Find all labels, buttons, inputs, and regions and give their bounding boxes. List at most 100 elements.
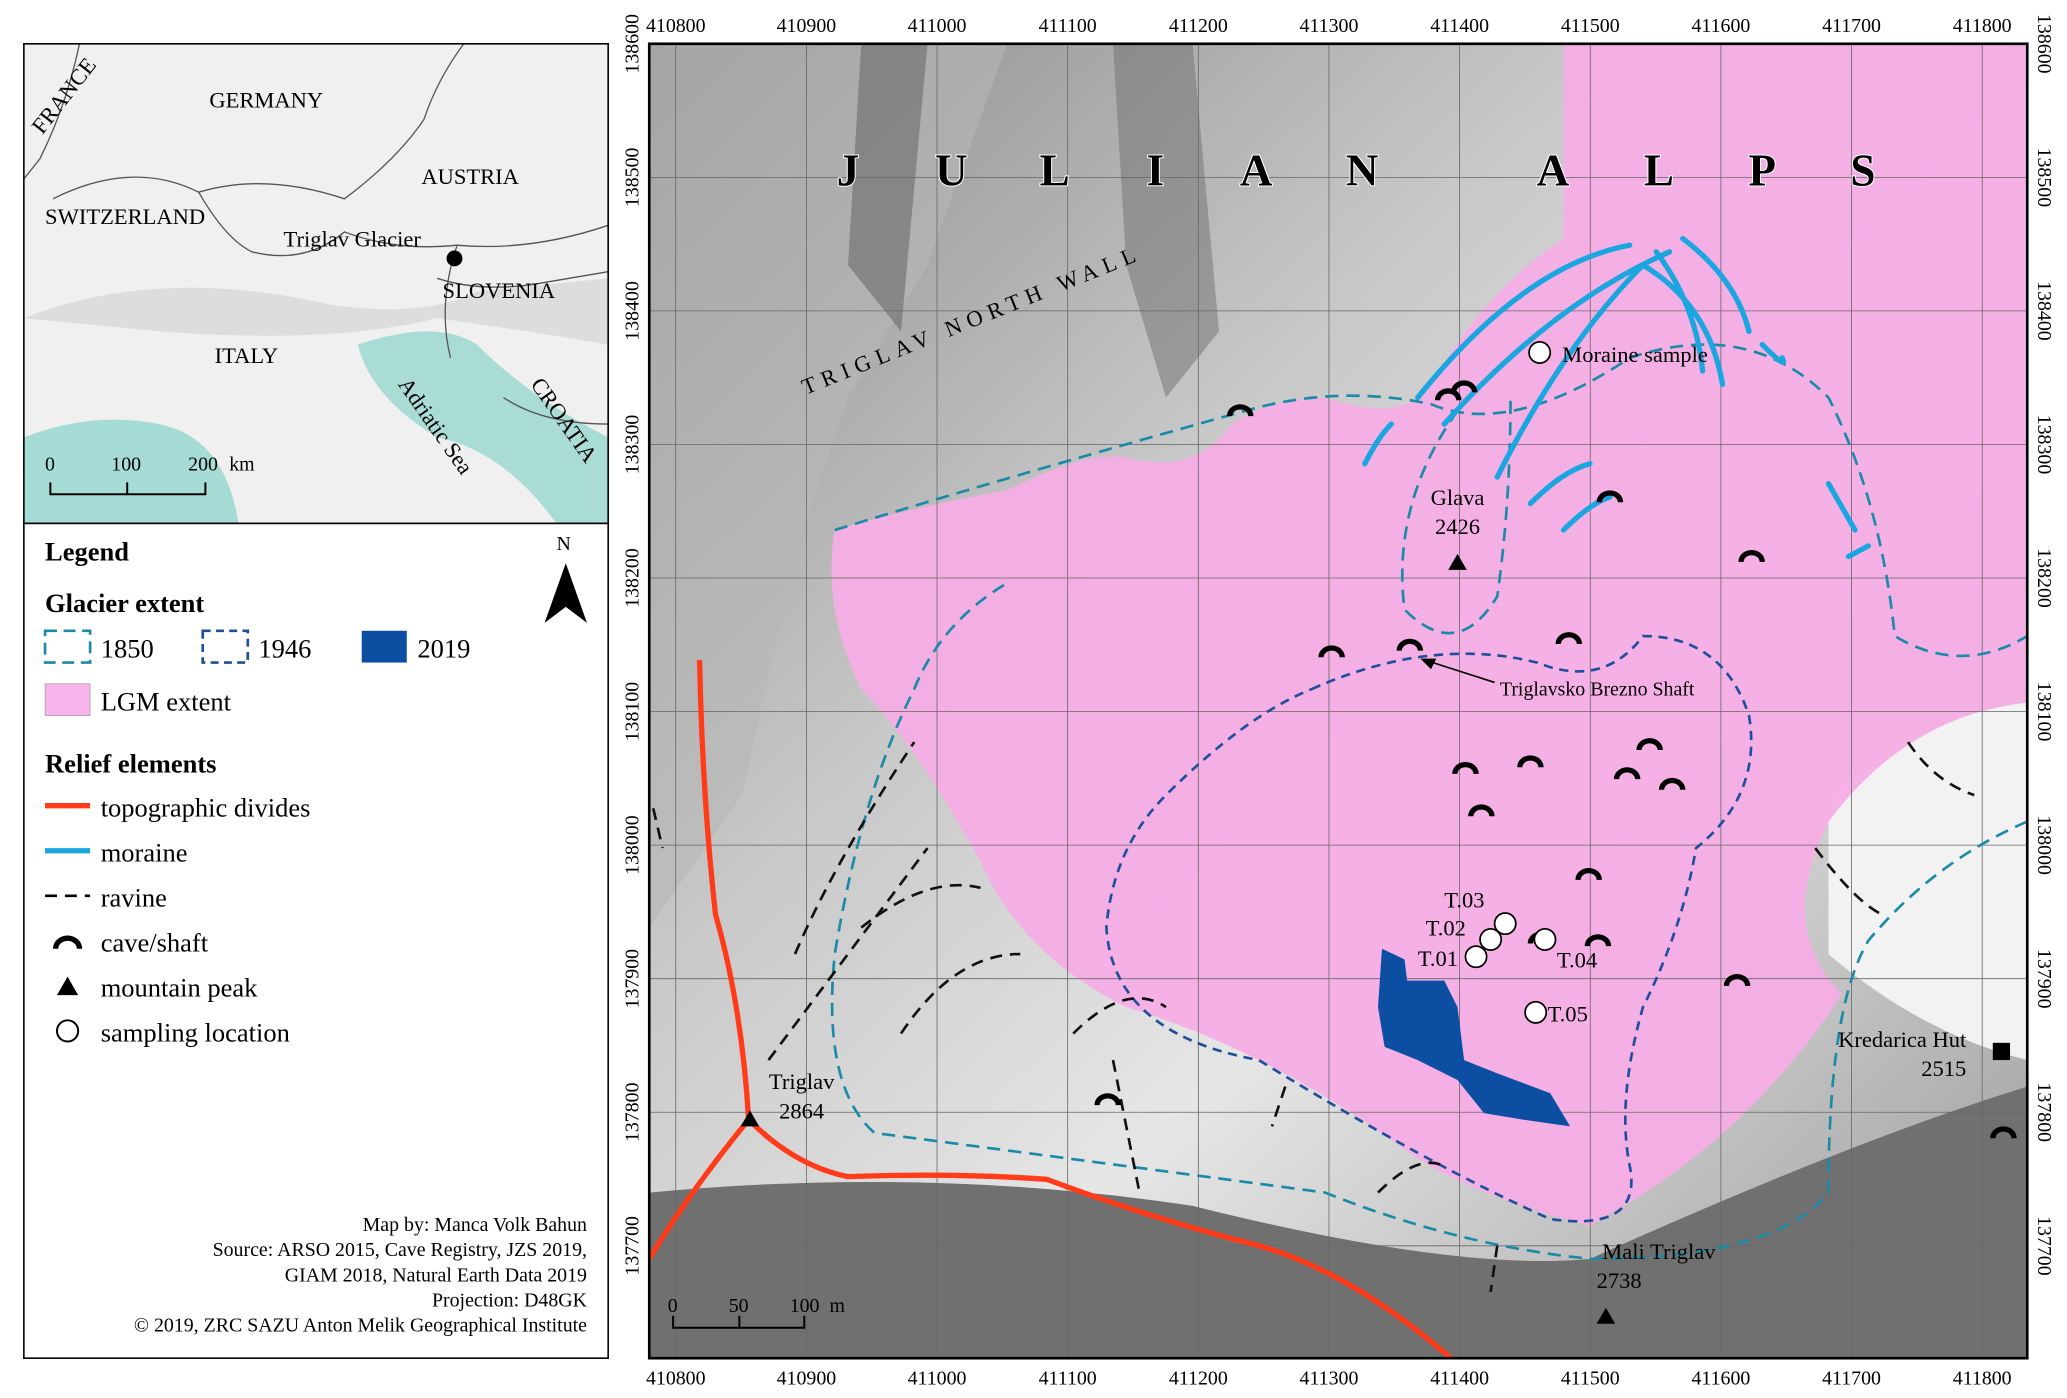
x-tick-label-bottom: 411200 — [1169, 1368, 1228, 1390]
cave-icon — [1318, 645, 1345, 658]
moraines — [1362, 235, 1871, 560]
svg-text:0: 0 — [668, 1295, 678, 1317]
y-tick-label: 138000 — [2033, 815, 2055, 875]
x-tick-label-bottom: 410900 — [777, 1368, 837, 1390]
x-tick-label-top: 411700 — [1822, 15, 1881, 37]
x-tick-label-bottom: 411500 — [1561, 1368, 1620, 1390]
cave-icon — [1658, 777, 1686, 791]
cave-icon — [1584, 934, 1612, 947]
x-tick-label-top: 411200 — [1169, 15, 1228, 37]
y-tick-label: 138400 — [2033, 281, 2055, 341]
region-letter: P — [1748, 146, 1776, 196]
inset-label-slovenia: SLOVENIA — [443, 278, 556, 303]
y-tick-label: 138100 — [2033, 682, 2055, 742]
peak-triangle-icon — [56, 976, 79, 996]
svg-text:0: 0 — [45, 453, 55, 475]
coordinate-grid — [649, 43, 2028, 1359]
site-marker-icon — [446, 250, 463, 267]
y-tick-label: 137700 — [2033, 1216, 2055, 1276]
ravines — [651, 741, 1975, 1293]
svg-text:© 2019, ZRC SAZU Anton Melik G: © 2019, ZRC SAZU Anton Melik Geographica… — [134, 1315, 587, 1337]
region-letter: J — [837, 146, 860, 196]
cave-icon — [1636, 738, 1663, 751]
svg-text:Projection: D48GK: Projection: D48GK — [432, 1290, 588, 1312]
x-tick-label-top: 411600 — [1691, 15, 1750, 37]
x-tick-label-top: 411800 — [1953, 15, 2012, 37]
y-tick-label: 138000 — [622, 815, 644, 875]
region-letter: N — [1346, 146, 1379, 196]
cave-icon — [1613, 767, 1641, 780]
cave-icon — [1723, 974, 1751, 987]
y-tick-label: 138300 — [622, 415, 644, 475]
legend-title: Legend — [45, 537, 129, 567]
region-letter: A — [1537, 146, 1570, 196]
peak-mali-triglav-name: Mali Triglav — [1602, 1239, 1716, 1264]
x-tick-label-top: 411500 — [1561, 15, 1620, 37]
svg-text:GIAM 2018, Natural Earth Data: GIAM 2018, Natural Earth Data 2019 — [285, 1264, 587, 1286]
legend: Legend N Glacier extent 1850 1946 2019 L… — [23, 522, 609, 1359]
legend-lgm-label: LGM extent — [101, 686, 232, 716]
x-tick-label-bottom: 411400 — [1430, 1368, 1489, 1390]
svg-text:sampling location: sampling location — [101, 1018, 290, 1048]
svg-text:km: km — [229, 453, 255, 475]
inset-label-italy: ITALY — [215, 343, 278, 368]
svg-text:topographic divides: topographic divides — [101, 792, 311, 822]
legend-2019-swatch — [361, 630, 407, 663]
sample-markers — [1464, 341, 1557, 1024]
shaft-label: Triglavsko Brezno Shaft — [1500, 679, 1695, 701]
x-tick-label-top: 411100 — [1039, 15, 1097, 37]
topographic-divide — [649, 659, 1453, 1359]
legend-1850-swatch — [43, 629, 92, 664]
sample-label-t02: T.02 — [1426, 916, 1466, 941]
legend-1850-label: 1850 — [101, 633, 154, 663]
svg-text:100: 100 — [111, 453, 141, 475]
cave-icon — [1596, 490, 1624, 503]
hut-icon — [1992, 1042, 2011, 1061]
svg-text:N: N — [556, 533, 570, 555]
y-tick-label: 138200 — [622, 548, 644, 608]
x-tick-label-bottom: 411300 — [1300, 1368, 1359, 1390]
svg-text:cave/shaft: cave/shaft — [101, 927, 209, 957]
caves — [1094, 380, 2017, 1139]
peak-mali-triglav-elev: 2738 — [1597, 1268, 1642, 1293]
moraine-sample-label: Moraine sample — [1562, 342, 1708, 367]
inset-label-switzerland: SWITZERLAND — [45, 204, 205, 229]
cave-icon — [1738, 550, 1765, 563]
peak-glava-elev: 2426 — [1435, 514, 1480, 539]
svg-text:Map by: Manca Volk Bahun: Map by: Manca Volk Bahun — [363, 1214, 587, 1236]
x-tick-label-top: 411000 — [908, 15, 967, 37]
y-tick-label: 138300 — [2033, 415, 2055, 475]
cave-icon — [1094, 1093, 1121, 1106]
inset-map: FRANCE GERMANY AUSTRIA SWITZERLAND SLOVE… — [23, 43, 609, 524]
legend-2019-label: 2019 — [417, 633, 470, 663]
y-tick-label: 137800 — [622, 1082, 644, 1142]
peak-triglav-elev: 2864 — [779, 1098, 824, 1123]
y-tick-label: 138100 — [622, 682, 644, 742]
x-tick-label-bottom: 411700 — [1822, 1368, 1881, 1390]
cave-arc-icon — [53, 935, 83, 950]
sample-label-t01: T.01 — [1418, 946, 1458, 971]
y-tick-label: 137700 — [622, 1216, 644, 1276]
cave-icon — [1575, 868, 1602, 881]
cave-icon — [1452, 762, 1479, 775]
hut-elev: 2515 — [1921, 1056, 1966, 1081]
cave-icon — [1396, 638, 1424, 651]
inset-label-germany: GERMANY — [209, 87, 323, 112]
region-letter: L — [1644, 146, 1674, 196]
peak-mali-triglav-icon — [1596, 1307, 1616, 1324]
y-tick-label: 137800 — [2033, 1082, 2055, 1142]
north-arrow-icon: N — [544, 533, 587, 623]
x-tick-label-top: 411400 — [1430, 15, 1489, 37]
cave-icon — [1226, 404, 1254, 417]
peak-glava-icon — [1448, 553, 1467, 570]
lgm-extent — [831, 43, 2028, 1226]
legend-1946-swatch — [201, 629, 250, 664]
axis-ticks: 410800 410800 410900 410900 411000 411000 4111… — [622, 14, 2055, 1390]
cave-icon — [1434, 388, 1462, 401]
svg-text:mountain peak: mountain peak — [101, 972, 258, 1002]
svg-text:100: 100 — [790, 1295, 820, 1317]
sample-label-t03: T.03 — [1444, 888, 1484, 913]
